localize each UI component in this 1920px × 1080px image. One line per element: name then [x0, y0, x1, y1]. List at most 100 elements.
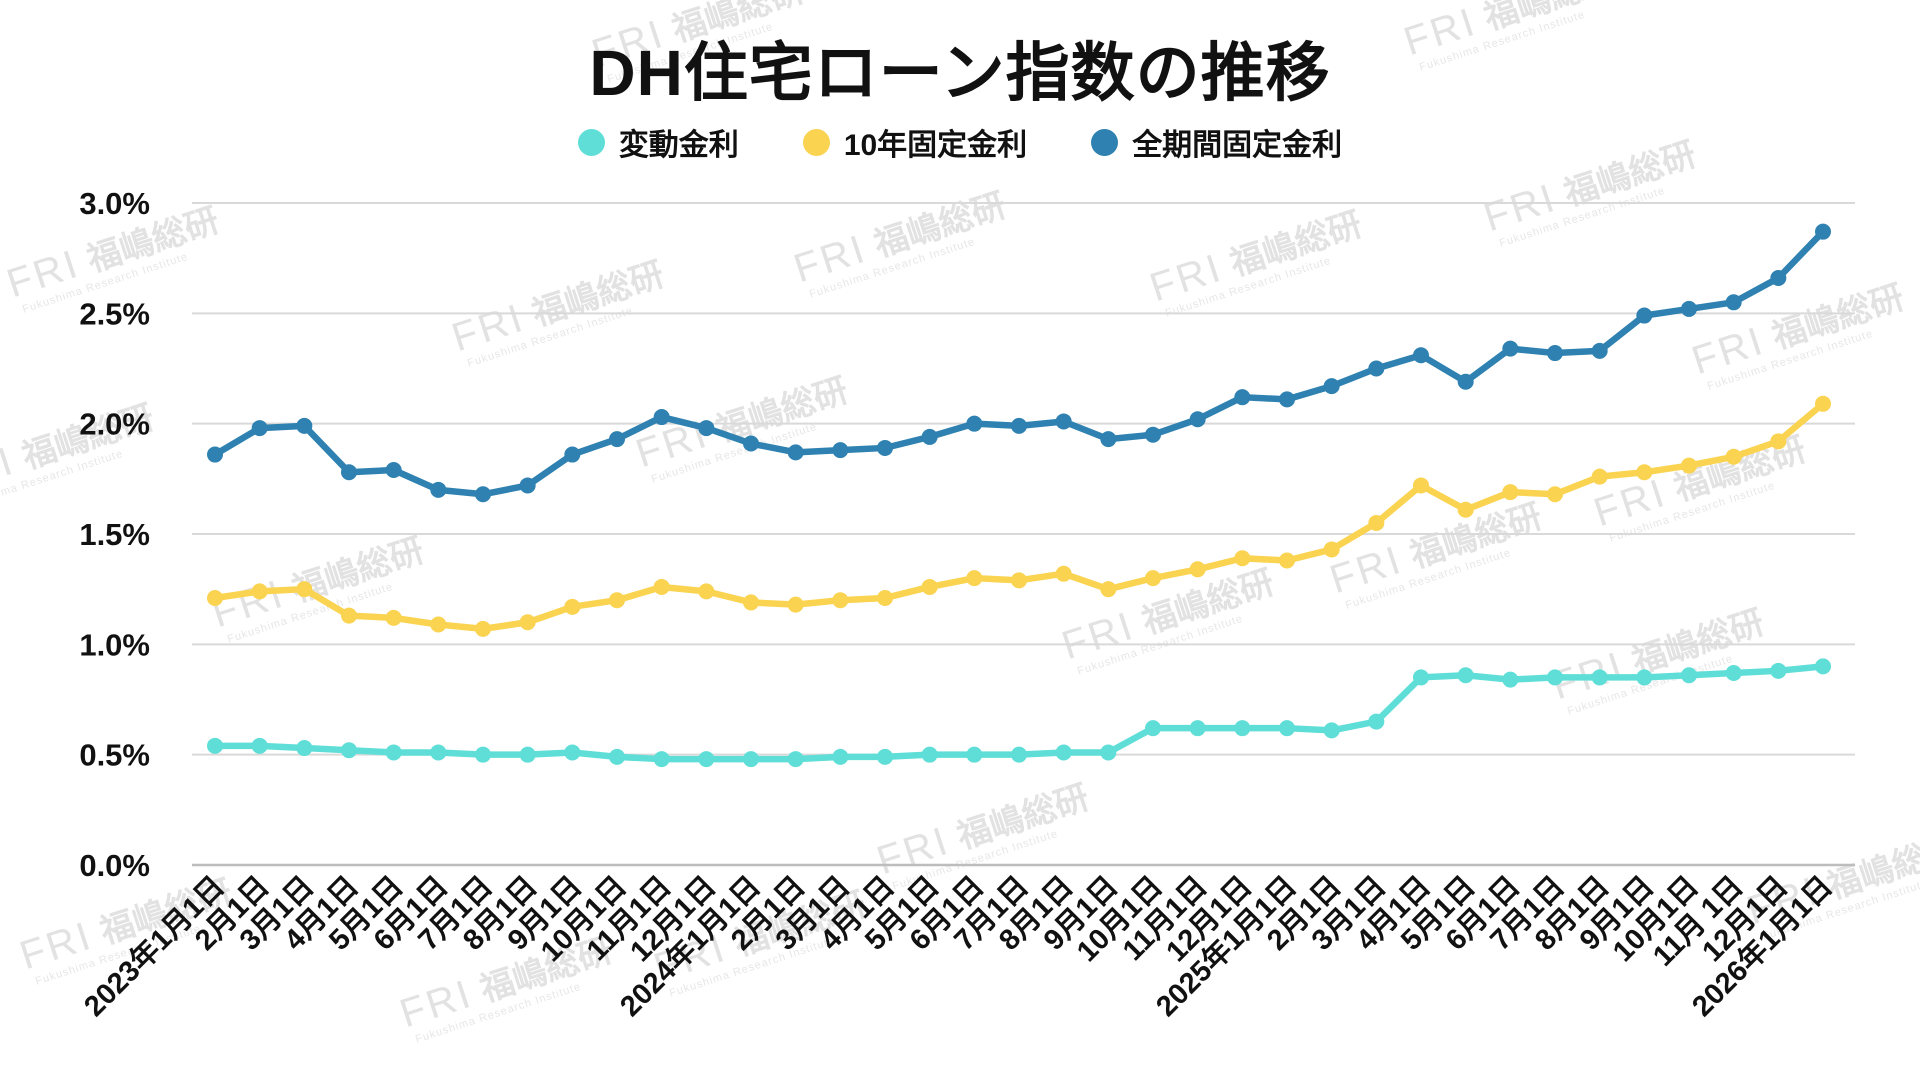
data-point-ten-year-fixed: [877, 589, 893, 606]
data-point-full-term-fixed: [743, 435, 759, 452]
legend-label: 10年固定金利: [843, 129, 1028, 162]
y-axis-tick-label: 0.0%: [79, 848, 150, 883]
data-point-ten-year-fixed: [1011, 572, 1027, 589]
data-point-full-term-fixed: [1100, 431, 1117, 448]
data-point-variable-rate: [1770, 662, 1787, 679]
data-point-full-term-fixed: [1011, 417, 1027, 434]
data-point-variable-rate: [296, 740, 313, 757]
data-point-full-term-fixed: [341, 464, 357, 481]
data-point-variable-rate: [1055, 744, 1072, 761]
legend-dot-variable-rate: [577, 128, 605, 156]
data-point-variable-rate: [787, 751, 804, 768]
data-point-variable-rate: [475, 746, 491, 763]
legend-label: 変動金利: [618, 129, 739, 162]
data-point-ten-year-fixed: [1457, 501, 1474, 518]
data-point-full-term-fixed: [1815, 223, 1831, 240]
data-point-full-term-fixed: [921, 428, 938, 445]
data-point-full-term-fixed: [519, 477, 536, 494]
data-point-variable-rate: [1547, 669, 1563, 686]
data-point-variable-rate: [1100, 744, 1117, 761]
legend-label: 全期間固定金利: [1132, 129, 1343, 162]
data-point-ten-year-fixed: [1189, 561, 1206, 578]
legend-item-variable-rate: 変動金利: [577, 120, 739, 164]
data-point-ten-year-fixed: [832, 592, 849, 609]
data-point-ten-year-fixed: [341, 607, 357, 624]
data-point-ten-year-fixed: [1368, 514, 1385, 531]
data-point-full-term-fixed: [564, 446, 581, 463]
data-point-variable-rate: [1011, 746, 1027, 763]
data-point-variable-rate: [653, 751, 670, 768]
data-point-variable-rate: [1145, 720, 1161, 737]
data-point-ten-year-fixed: [653, 578, 670, 595]
data-point-full-term-fixed: [1636, 307, 1653, 324]
data-point-variable-rate: [564, 744, 581, 761]
data-point-ten-year-fixed: [1413, 477, 1429, 494]
series-line-full-term-fixed: [211, 228, 1827, 498]
data-point-full-term-fixed: [1502, 340, 1519, 357]
chart-legend: 変動金利 10年固定金利 全期間固定金利: [0, 120, 1920, 164]
data-point-variable-rate: [1681, 667, 1697, 684]
data-point-ten-year-fixed: [1815, 395, 1831, 412]
data-point-variable-rate: [1323, 722, 1340, 739]
data-point-ten-year-fixed: [1636, 464, 1653, 481]
data-point-ten-year-fixed: [1770, 433, 1787, 450]
data-point-variable-rate: [921, 746, 938, 763]
data-point-full-term-fixed: [832, 442, 849, 459]
data-point-ten-year-fixed: [1055, 565, 1072, 582]
data-point-ten-year-fixed: [1100, 581, 1117, 598]
page-title: DH住宅ローン指数の推移: [589, 37, 1331, 109]
data-point-variable-rate: [385, 744, 402, 761]
y-axis-tick-label: 1.0%: [79, 627, 150, 662]
data-point-variable-rate: [1725, 665, 1742, 682]
data-point-variable-rate: [1279, 720, 1295, 737]
data-point-ten-year-fixed: [251, 583, 268, 600]
data-point-ten-year-fixed: [609, 592, 625, 609]
data-point-ten-year-fixed: [296, 581, 313, 598]
data-point-ten-year-fixed: [966, 570, 983, 587]
data-point-ten-year-fixed: [430, 616, 447, 633]
data-point-ten-year-fixed: [207, 589, 223, 606]
data-point-variable-rate: [341, 742, 357, 759]
data-point-full-term-fixed: [698, 420, 715, 437]
data-point-full-term-fixed: [653, 409, 670, 426]
data-point-ten-year-fixed: [385, 609, 402, 626]
data-point-full-term-fixed: [1368, 360, 1385, 377]
data-point-full-term-fixed: [1279, 391, 1295, 408]
data-point-full-term-fixed: [1145, 426, 1161, 443]
data-point-variable-rate: [1457, 667, 1474, 684]
data-point-ten-year-fixed: [564, 598, 581, 615]
data-point-ten-year-fixed: [1145, 570, 1161, 587]
legend-dot-ten-year-fixed: [802, 128, 830, 156]
y-axis-tick-label: 2.5%: [79, 296, 150, 331]
data-point-variable-rate: [207, 737, 223, 754]
data-point-variable-rate: [966, 746, 983, 763]
data-point-ten-year-fixed: [1681, 457, 1697, 474]
data-point-variable-rate: [519, 746, 536, 763]
data-point-full-term-fixed: [787, 444, 804, 461]
data-point-full-term-fixed: [966, 415, 983, 432]
data-point-variable-rate: [1502, 671, 1519, 688]
data-point-variable-rate: [1413, 669, 1429, 686]
data-point-variable-rate: [877, 748, 893, 765]
data-point-full-term-fixed: [385, 462, 402, 479]
data-point-full-term-fixed: [1189, 411, 1206, 428]
data-point-ten-year-fixed: [1279, 552, 1295, 569]
data-point-ten-year-fixed: [1725, 448, 1742, 465]
data-point-ten-year-fixed: [475, 620, 491, 637]
data-point-ten-year-fixed: [743, 594, 759, 611]
data-point-full-term-fixed: [296, 417, 313, 434]
data-point-variable-rate: [1234, 720, 1251, 737]
y-axis-tick-label: 2.0%: [79, 407, 150, 442]
y-axis-tick-label: 1.5%: [79, 517, 150, 552]
y-axis-tick-label: 3.0%: [79, 186, 150, 221]
data-point-full-term-fixed: [207, 446, 223, 463]
data-point-ten-year-fixed: [1547, 486, 1563, 503]
series-line-ten-year-fixed: [211, 400, 1827, 633]
data-point-full-term-fixed: [1770, 270, 1787, 287]
data-point-ten-year-fixed: [519, 614, 536, 631]
data-point-variable-rate: [743, 751, 759, 768]
data-point-full-term-fixed: [1234, 389, 1251, 406]
data-point-full-term-fixed: [1055, 413, 1072, 430]
